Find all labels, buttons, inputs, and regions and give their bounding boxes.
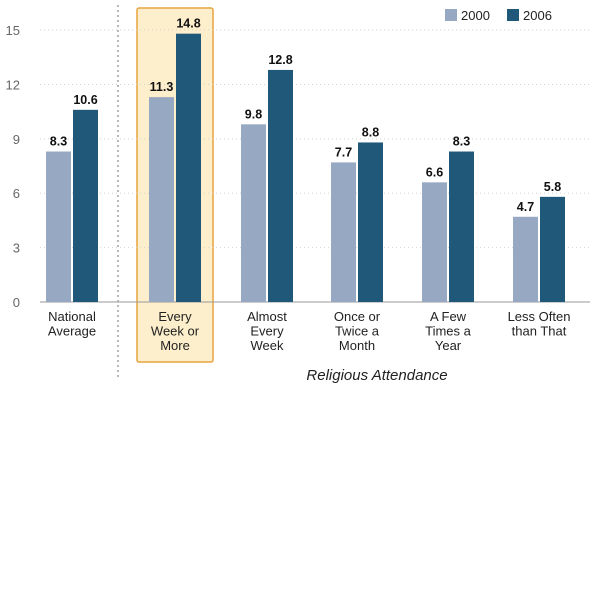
category-label: Once or Twice a Month <box>334 309 381 353</box>
y-axis: 0 3 6 9 12 15 <box>6 23 20 310</box>
category-label: Less Often than That <box>508 309 571 339</box>
data-label: 9.8 <box>245 107 262 121</box>
category-labels: National Average Every Week or More Almost Eve… <box>48 309 571 353</box>
bars: 8.3 11.3 9.8 7.7 6.6 4.7 10.6 14.8 12.8 8.8 8.3 5.8 <box>46 17 565 303</box>
legend-label: 2000 <box>461 8 490 23</box>
bar-2006 <box>358 142 383 302</box>
bar-2006 <box>449 151 474 302</box>
legend-swatch <box>445 9 457 21</box>
bar-2006 <box>176 33 201 303</box>
y-tick-label: 9 <box>13 132 20 147</box>
gridlines <box>40 29 590 303</box>
data-label: 8.8 <box>362 125 379 139</box>
legend-swatch <box>507 9 519 21</box>
legend-label: 2006 <box>523 8 552 23</box>
y-tick-label: 0 <box>13 295 20 310</box>
x-axis-title: Religious Attendance <box>306 367 447 384</box>
y-tick-label: 15 <box>6 23 20 38</box>
data-label: 4.7 <box>517 200 534 214</box>
data-label: 8.3 <box>50 135 67 149</box>
category-label: Every Week or More <box>151 309 200 353</box>
bar-2006 <box>73 109 98 303</box>
bar-2000 <box>241 124 266 303</box>
legend: 2000 2006 <box>445 8 552 23</box>
bar-2000 <box>46 151 71 302</box>
bar-2006 <box>540 196 565 302</box>
data-label: 11.3 <box>150 80 174 94</box>
data-label: 12.8 <box>268 53 292 67</box>
data-label: 10.6 <box>73 93 97 107</box>
category-label: A Few Times a Year <box>425 309 472 353</box>
data-label: 6.6 <box>426 165 443 179</box>
bar-2000 <box>422 182 447 302</box>
category-label: Almost Every Week <box>247 309 287 353</box>
y-tick-label: 6 <box>13 186 20 201</box>
bar-2000 <box>513 216 538 302</box>
data-label: 5.8 <box>544 180 561 194</box>
bar-2000 <box>149 97 174 302</box>
y-tick-label: 12 <box>6 77 20 92</box>
data-label: 8.3 <box>453 135 470 149</box>
category-label: National Average <box>48 309 96 339</box>
bar-2000 <box>331 162 356 302</box>
data-label: 7.7 <box>335 145 352 159</box>
bar-2006 <box>268 69 293 302</box>
y-tick-label: 3 <box>13 241 20 256</box>
data-label: 14.8 <box>176 17 200 31</box>
